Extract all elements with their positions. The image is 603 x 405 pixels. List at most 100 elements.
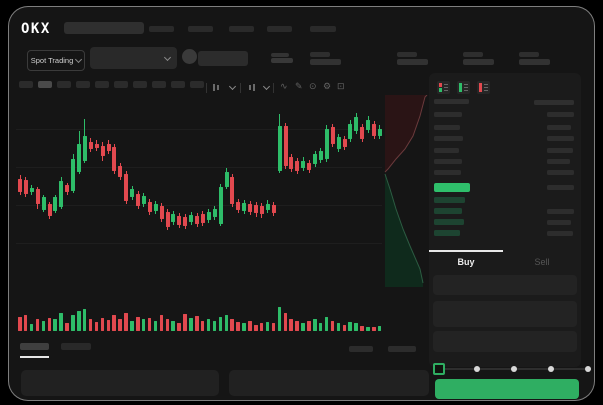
- bid-row-amount[interactable]: [547, 209, 574, 214]
- ask-row-price[interactable]: [434, 148, 459, 153]
- orderbook-view-combined-icon[interactable]: [437, 81, 450, 94]
- candle-body: [136, 194, 140, 206]
- chevron-down-icon[interactable]: [262, 82, 271, 91]
- orderbook-view-asks-icon[interactable]: [477, 81, 490, 94]
- volume-bar: [224, 315, 228, 331]
- volume-bar: [289, 319, 293, 331]
- ask-row-amount[interactable]: [547, 159, 570, 164]
- last-price-bar[interactable]: [434, 183, 470, 192]
- candle-body: [106, 144, 111, 151]
- draw-tool-icon[interactable]: ✎: [295, 81, 303, 91]
- candle-body: [165, 212, 170, 227]
- order-price-input[interactable]: [433, 275, 577, 295]
- candle-body: [212, 209, 217, 217]
- volume-bar: [348, 322, 352, 331]
- timeframe-button[interactable]: [171, 81, 185, 88]
- volume-bar: [41, 321, 46, 331]
- orderbook-view-bids-icon[interactable]: [457, 81, 470, 94]
- chevron-down-icon[interactable]: [228, 82, 237, 91]
- ask-row-amount[interactable]: [547, 125, 571, 130]
- volume-bar: [248, 321, 252, 331]
- timeframe-button[interactable]: [19, 81, 33, 88]
- candle-body: [218, 187, 223, 224]
- timeframe-button[interactable]: [76, 81, 90, 88]
- market-selector-button[interactable]: Spot Trading: [27, 50, 85, 71]
- timeframe-button[interactable]: [57, 81, 71, 88]
- bid-row-price[interactable]: [434, 197, 465, 203]
- candle-body: [71, 159, 76, 191]
- ask-row-price[interactable]: [434, 136, 463, 141]
- last-price-placeholder: [271, 53, 289, 57]
- volume-bar: [18, 317, 22, 331]
- chart-bottom-tab[interactable]: [61, 343, 91, 350]
- pair-select-dropdown[interactable]: [90, 47, 177, 69]
- bid-row-amount[interactable]: [547, 231, 573, 236]
- ask-row-amount[interactable]: [547, 170, 574, 175]
- buy-tab-indicator: [429, 250, 503, 252]
- amount-column-header: [534, 100, 574, 105]
- tab-sell[interactable]: Sell: [534, 257, 550, 267]
- candle-body: [271, 205, 276, 213]
- volume-bar: [106, 320, 110, 331]
- volume-bar: [165, 319, 169, 331]
- volume-bar: [342, 325, 346, 331]
- bid-row-amount[interactable]: [547, 220, 571, 225]
- bid-row-price[interactable]: [434, 230, 460, 236]
- timeframe-button[interactable]: [190, 81, 204, 88]
- candle-body: [254, 205, 258, 213]
- search-input[interactable]: [64, 22, 144, 34]
- ask-row-price[interactable]: [434, 159, 462, 164]
- timeframe-button[interactable]: [95, 81, 109, 88]
- timeframe-button[interactable]: [114, 81, 128, 88]
- toolbar-divider: [206, 83, 207, 93]
- candle-body: [230, 177, 235, 204]
- ask-row-amount[interactable]: [547, 136, 574, 141]
- slider-dot[interactable]: [511, 366, 517, 372]
- nav-item[interactable]: [310, 26, 336, 32]
- tab-buy[interactable]: Buy: [457, 257, 475, 267]
- ask-row-price[interactable]: [434, 125, 460, 130]
- volume-bar: [354, 323, 358, 331]
- timeframe-button[interactable]: [152, 81, 166, 88]
- nav-item[interactable]: [188, 26, 213, 32]
- ask-row-price[interactable]: [434, 112, 462, 117]
- settings-gear-icon[interactable]: ⚙: [323, 81, 332, 91]
- amount-slider-handle[interactable]: [433, 363, 445, 375]
- nav-item[interactable]: [267, 26, 292, 32]
- candle-body: [18, 179, 22, 192]
- slider-dot[interactable]: [548, 366, 554, 372]
- ask-row-amount[interactable]: [547, 148, 573, 153]
- slider-dot[interactable]: [585, 366, 591, 372]
- depth-chart: [381, 94, 429, 291]
- candle-body: [348, 124, 353, 139]
- buy-submit-button[interactable]: [435, 379, 579, 399]
- indicator-icon[interactable]: [248, 83, 257, 92]
- snapshot-icon[interactable]: ⊙: [309, 81, 317, 91]
- volume-bar: [29, 324, 34, 331]
- chart-bottom-link[interactable]: [388, 346, 416, 352]
- candle-body: [366, 120, 371, 130]
- nav-item[interactable]: [149, 26, 174, 32]
- ask-row-price[interactable]: [434, 170, 461, 175]
- timeframe-button[interactable]: [38, 81, 52, 88]
- candlestick-chart[interactable]: [16, 94, 382, 294]
- ask-row-amount[interactable]: [547, 112, 574, 117]
- candle-body: [94, 144, 99, 148]
- fullscreen-icon[interactable]: ⊡: [337, 81, 345, 91]
- line-tool-icon[interactable]: ∿: [280, 81, 288, 91]
- chart-gridline: [16, 205, 382, 206]
- bid-row-price[interactable]: [434, 208, 462, 214]
- chart-bottom-link[interactable]: [349, 346, 373, 352]
- candle-body: [124, 174, 129, 201]
- volume-bar: [183, 314, 187, 331]
- candle-body: [35, 189, 40, 204]
- order-total-input[interactable]: [433, 331, 577, 352]
- nav-item[interactable]: [229, 26, 254, 32]
- timeframe-button[interactable]: [133, 81, 147, 88]
- chart-bottom-tab-active[interactable]: [20, 343, 49, 350]
- order-amount-input[interactable]: [433, 301, 577, 327]
- slider-dot[interactable]: [474, 366, 480, 372]
- volume-bar: [59, 313, 63, 331]
- bid-row-price[interactable]: [434, 219, 464, 225]
- chart-type-icon[interactable]: [212, 83, 221, 92]
